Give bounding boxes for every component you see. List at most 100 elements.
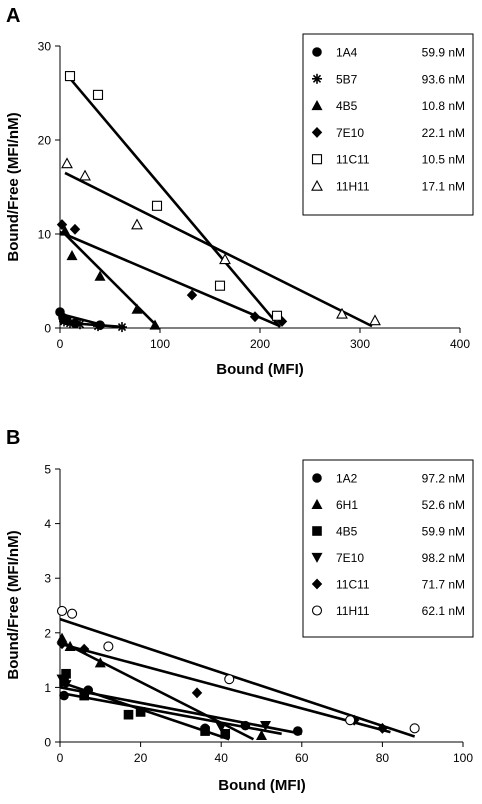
x-tick-labels: 0 20 40 60 80 100	[57, 751, 474, 765]
legend-marker	[311, 126, 323, 138]
data-point	[149, 319, 161, 330]
chart-panel-a: A 0 100 200 300 400 0 10 20 30 Bound (MFI) Bound/Fr…	[5, 5, 474, 378]
data-point	[59, 690, 69, 701]
data-point	[93, 321, 103, 332]
data-point	[56, 638, 68, 650]
legend-series-name: 1A2	[336, 472, 358, 486]
asterisk-stroke	[59, 317, 69, 326]
legend-series-name: 7E10	[336, 126, 364, 140]
x-tick-label: 20	[134, 751, 148, 765]
data-point	[220, 729, 231, 739]
data-point	[219, 253, 231, 265]
data-point	[59, 225, 71, 236]
fit-line-11h11	[64, 171, 373, 328]
x-tick-label: 100	[453, 751, 473, 765]
data-point	[60, 680, 72, 690]
legend-marker	[312, 73, 322, 84]
legend-marker	[312, 473, 322, 483]
series-5b7	[59, 316, 127, 333]
panel-letter: A	[6, 5, 20, 27]
data-point	[377, 722, 388, 734]
series-7e10	[56, 219, 288, 327]
x-axis-title: Bound (MFI)	[216, 361, 303, 378]
data-point	[186, 289, 198, 301]
legend-marker	[311, 552, 323, 563]
y-tick-label: 0	[44, 736, 51, 750]
series-4b5	[59, 225, 161, 330]
y-axis-title: Bound/Free (MFI/nM)	[5, 112, 22, 261]
legend-series-name: 7E10	[336, 551, 364, 565]
data-point	[69, 223, 81, 235]
y-tick-label: 20	[38, 134, 52, 148]
data-point	[135, 707, 146, 717]
series-7e10	[56, 674, 272, 733]
data-point	[64, 71, 76, 82]
data-point	[67, 608, 78, 619]
data-point	[94, 270, 106, 281]
data-point	[214, 280, 226, 291]
data-point	[131, 303, 143, 314]
data-point	[240, 720, 251, 731]
legend-box	[302, 33, 474, 216]
x-axis-title: Bound (MFI)	[218, 777, 305, 794]
legend-marker	[311, 154, 323, 165]
data-point	[66, 249, 78, 261]
legend-series-name: 6H1	[336, 498, 358, 512]
data-point	[92, 89, 104, 100]
data-point	[103, 641, 114, 652]
legend-marker	[311, 99, 323, 111]
legend-series-name: 11H11	[336, 604, 370, 618]
y-tick-labels: 0 1 2 3 4 5	[44, 463, 51, 750]
data-point	[345, 715, 356, 726]
legend: 1A4 59.9 nM 5B7 93.6 nM 4B5 10.8 nM 7E10 22.1 n…	[302, 33, 474, 216]
data-point	[56, 605, 68, 617]
y-tick-label: 1	[44, 681, 51, 695]
x-tick-labels: 0 100 200 300 400	[57, 337, 471, 351]
x-tick-label: 400	[450, 337, 470, 351]
y-tick-label: 0	[44, 322, 51, 336]
legend-series-name: 11H11	[336, 180, 370, 194]
series-11h11	[61, 157, 381, 326]
legend-kd-value: 22.1 nM	[422, 126, 465, 140]
y-tick-label: 10	[38, 228, 52, 242]
data-point	[191, 687, 203, 699]
y-tick-label: 30	[38, 40, 52, 54]
data-point	[249, 311, 261, 323]
data-point	[64, 640, 76, 651]
series-11h11	[56, 605, 420, 734]
data-point	[215, 722, 227, 733]
series-4b5	[59, 668, 231, 739]
legend-kd-value: 71.7 nM	[422, 578, 465, 592]
legend-kd-value: 98.2 nM	[422, 551, 465, 565]
data-point	[151, 200, 163, 211]
panel-letter: B	[6, 427, 20, 449]
legend-kd-value: 52.6 nM	[422, 498, 465, 512]
y-tick-label: 4	[44, 517, 51, 531]
data-point	[255, 729, 268, 740]
data-point	[56, 674, 68, 685]
data-point	[336, 307, 348, 319]
data-point	[61, 157, 73, 169]
fit-line-7e10	[59, 230, 281, 328]
legend-kd-value: 17.1 nM	[422, 180, 465, 194]
legend-box	[302, 459, 474, 638]
asterisk-stroke	[65, 319, 75, 328]
data-point	[224, 674, 235, 685]
data-point	[65, 318, 75, 329]
legend-series-name: 5B7	[336, 72, 358, 86]
data-point	[79, 169, 91, 181]
data-point	[56, 219, 68, 231]
x-tick-label: 300	[350, 337, 370, 351]
data-point	[75, 319, 85, 330]
asterisk-stroke	[75, 320, 85, 329]
legend-kd-value: 59.9 nM	[422, 46, 465, 60]
legend-series-name: 4B5	[336, 99, 358, 113]
legend-kd-value: 59.9 nM	[422, 525, 465, 539]
y-tick-label: 3	[44, 572, 51, 586]
y-tick-labels: 0 10 20 30	[38, 40, 52, 336]
x-tick-label: 0	[57, 337, 64, 351]
y-tick-label: 5	[44, 463, 51, 477]
fit-line-11c11	[59, 642, 391, 734]
y-tick-label: 2	[44, 626, 51, 640]
chart-panel-b: B 0 20 40 60 80 100 0 1 2 3 4 5 Bound (MFI) Bound/Free…	[5, 427, 474, 794]
